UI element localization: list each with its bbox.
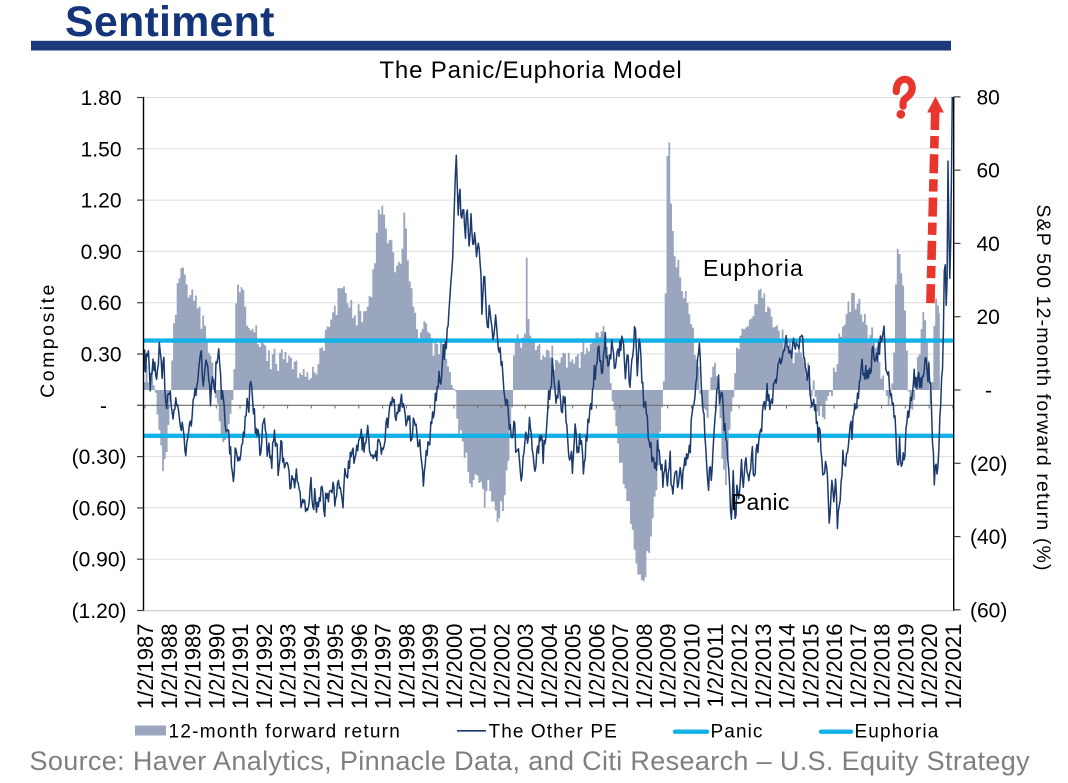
svg-text:1/2/1995: 1/2/1995 <box>323 624 348 710</box>
svg-text:1/2/2016: 1/2/2016 <box>822 624 847 710</box>
svg-text:S&P 500 12-month forward retur: S&P 500 12-month forward return (%) <box>1032 204 1054 571</box>
svg-text:(0.30): (0.30) <box>72 446 127 469</box>
svg-text:80: 80 <box>977 86 1000 109</box>
svg-text:Source: Haver Analytics, Pinna: Source: Haver Analytics, Pinnacle Data, … <box>30 746 1031 776</box>
svg-text:Composite: Composite <box>37 282 59 398</box>
svg-text:1/2/2019: 1/2/2019 <box>893 624 918 710</box>
svg-text:The Panic/Euphoria Model: The Panic/Euphoria Model <box>379 57 682 84</box>
svg-text:1/2/2007: 1/2/2007 <box>608 624 633 710</box>
svg-text:-: - <box>985 380 992 403</box>
svg-text:1/2/2004: 1/2/2004 <box>537 624 562 710</box>
svg-text:1/2/2021: 1/2/2021 <box>941 624 966 710</box>
svg-text:0.90: 0.90 <box>81 241 122 264</box>
svg-text:1/2/1990: 1/2/1990 <box>204 624 229 710</box>
svg-text:1/2/2018: 1/2/2018 <box>870 624 895 710</box>
svg-text:1/2/1987: 1/2/1987 <box>133 624 158 710</box>
svg-text:0.60: 0.60 <box>81 292 122 315</box>
svg-text:60: 60 <box>977 160 1000 183</box>
svg-text:1/2/2005: 1/2/2005 <box>561 624 586 710</box>
svg-text:40: 40 <box>977 233 1000 256</box>
svg-text:1/2/1996: 1/2/1996 <box>347 624 372 710</box>
svg-text:1/2/2012: 1/2/2012 <box>727 624 752 710</box>
svg-text:(40): (40) <box>970 526 1007 549</box>
svg-text:-: - <box>100 395 107 418</box>
svg-text:Panic: Panic <box>731 489 790 515</box>
svg-text:1/2/2015: 1/2/2015 <box>798 624 823 710</box>
svg-text:1/2/2003: 1/2/2003 <box>513 624 538 710</box>
svg-text:1/2/1993: 1/2/1993 <box>276 624 301 710</box>
svg-text:1/2/2006: 1/2/2006 <box>584 624 609 710</box>
svg-text:1.50: 1.50 <box>81 138 122 161</box>
svg-text:1/2/2002: 1/2/2002 <box>489 624 514 710</box>
svg-text:1/2/2001: 1/2/2001 <box>466 624 491 710</box>
svg-text:Euphoria: Euphoria <box>703 255 804 281</box>
svg-text:1/2/2008: 1/2/2008 <box>632 624 657 710</box>
svg-text:(0.90): (0.90) <box>72 549 127 572</box>
svg-text:1/2/1998: 1/2/1998 <box>394 624 419 710</box>
svg-text:(1.20): (1.20) <box>72 600 127 623</box>
svg-text:1/2/2000: 1/2/2000 <box>442 624 467 710</box>
svg-text:1/2/1997: 1/2/1997 <box>371 624 396 710</box>
svg-text:20: 20 <box>977 306 1000 329</box>
svg-text:1/2/1999: 1/2/1999 <box>418 624 443 710</box>
svg-text:1.20: 1.20 <box>81 190 122 213</box>
svg-text:1/2/2010: 1/2/2010 <box>680 624 705 710</box>
svg-text:Sentiment: Sentiment <box>65 0 275 46</box>
svg-text:1/2/2017: 1/2/2017 <box>846 624 871 710</box>
svg-text:1/2/2020: 1/2/2020 <box>917 624 942 710</box>
svg-text:1/2/1992: 1/2/1992 <box>252 624 277 710</box>
svg-text:(0.60): (0.60) <box>72 497 127 520</box>
svg-text:Euphoria: Euphoria <box>855 722 940 743</box>
svg-text:1.80: 1.80 <box>81 87 122 110</box>
svg-text:Panic: Panic <box>711 722 764 743</box>
svg-text:1/2/1994: 1/2/1994 <box>299 624 324 710</box>
svg-text:(60): (60) <box>970 599 1007 622</box>
svg-text:1/2/2013: 1/2/2013 <box>751 624 776 710</box>
svg-text:1/2/1989: 1/2/1989 <box>181 624 206 710</box>
svg-text:0.30: 0.30 <box>81 344 122 367</box>
svg-text:1/2/1991: 1/2/1991 <box>228 624 253 710</box>
svg-text:1/2/1988: 1/2/1988 <box>157 624 182 710</box>
svg-text:The Other PE: The Other PE <box>489 722 618 743</box>
svg-text:1/2/2009: 1/2/2009 <box>656 624 681 710</box>
svg-text:12-month forward return: 12-month forward return <box>169 722 402 743</box>
svg-text:1/2/2011: 1/2/2011 <box>703 624 728 708</box>
svg-text:1/2/2014: 1/2/2014 <box>775 624 800 710</box>
svg-text:(20): (20) <box>970 453 1007 476</box>
